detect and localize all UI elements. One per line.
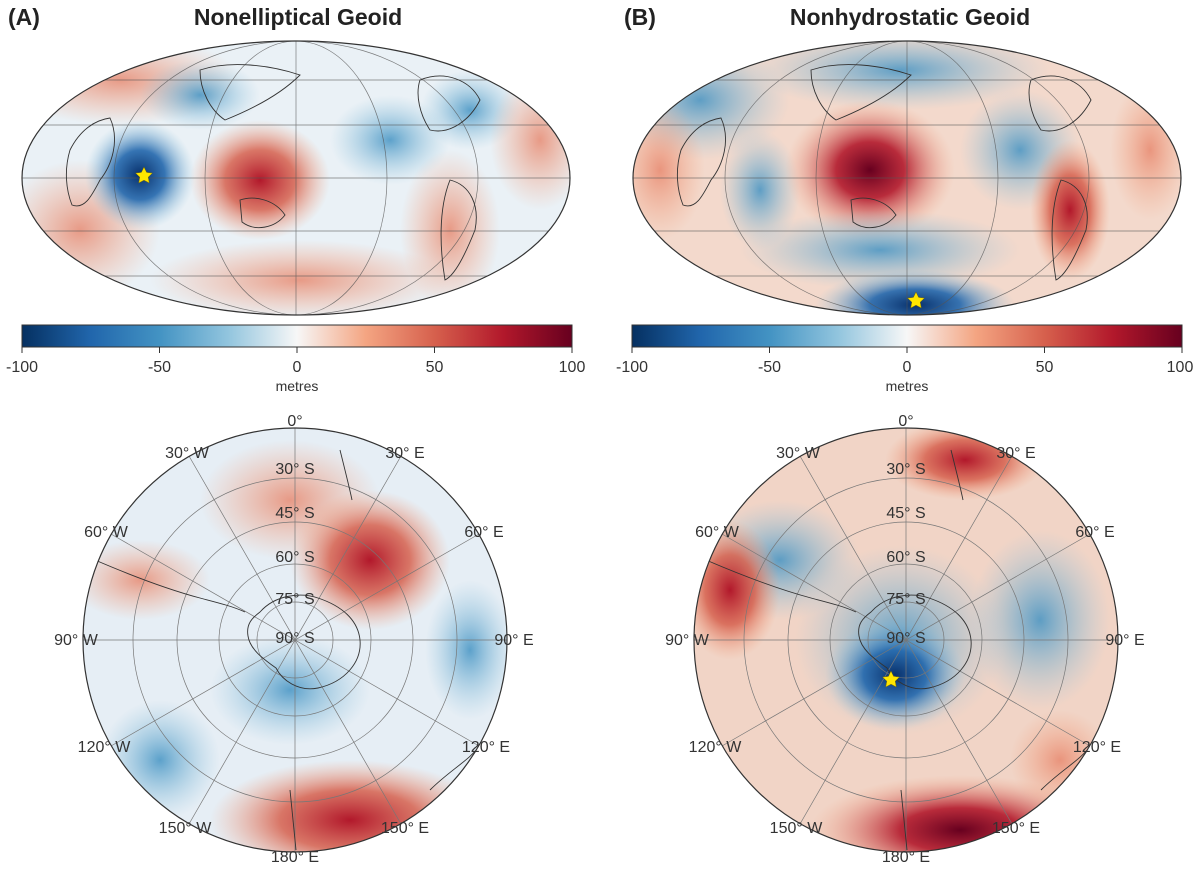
colorbar-b-tick-min: -100: [616, 359, 648, 376]
map-a-polar-outline: [82, 427, 508, 853]
meridian-label: 90° E: [494, 632, 533, 649]
meridian-label: 120° W: [78, 739, 132, 756]
map-b-meridian-labels: 0° 30° E 60° E 90° E 120° E 150° E 180° …: [665, 413, 1145, 866]
meridian-label: 120° E: [462, 739, 510, 756]
meridian-label: 90° E: [1105, 632, 1144, 649]
meridian-label: 150° W: [770, 820, 824, 837]
map-b-parallel-labels: 30° S 45° S 60° S 75° S 90° S: [886, 461, 925, 647]
map-b-global: [632, 40, 1182, 316]
map-b-polar-outline: [693, 427, 1119, 853]
meridian-label: 90° W: [54, 632, 99, 649]
meridian-label: 150° W: [159, 820, 213, 837]
parallel-label: 45° S: [886, 505, 925, 522]
colorbar-b-tick: 0: [903, 359, 912, 376]
meridian-label: 120° E: [1073, 739, 1121, 756]
panel-title-b: Nonhydrostatic Geoid: [789, 4, 1031, 30]
parallel-label: 30° S: [886, 461, 925, 478]
meridian-label: 180° E: [271, 849, 319, 866]
parallel-label: 90° S: [886, 630, 925, 647]
parallel-label: 45° S: [275, 505, 314, 522]
colorbar-b-tick-max: 100: [1167, 359, 1194, 376]
colorbar-a-tick: 0: [293, 359, 302, 376]
map-a-meridian-labels: 0° 30° E 60° E 90° E 120° E 150° E 180° …: [54, 413, 534, 866]
parallel-label: 30° S: [275, 461, 314, 478]
map-a-parallel-labels: 30° S 45° S 60° S 75° S 90° S: [275, 461, 314, 647]
parallel-label: 75° S: [275, 591, 314, 608]
meridian-label: 60° W: [84, 524, 129, 541]
meridian-label: 120° W: [689, 739, 743, 756]
meridian-label: 30° E: [996, 445, 1035, 462]
colorbar-a: -100 -50 0 50 100 metres: [6, 324, 586, 394]
meridian-label: 60° W: [695, 524, 740, 541]
meridian-label: 90° W: [665, 632, 710, 649]
meridian-label: 30° W: [165, 445, 210, 462]
colorbar-b-tick: 50: [1036, 359, 1054, 376]
meridian-label: 30° W: [776, 445, 821, 462]
colorbar-a-tick: 50: [426, 359, 444, 376]
meridian-label: 150° E: [992, 820, 1040, 837]
meridian-label: 30° E: [385, 445, 424, 462]
star-marker-b: [906, 291, 926, 309]
colorbar-a-tick-max: 100: [559, 359, 586, 376]
colorbar-b-unit: metres: [886, 378, 929, 394]
parallel-label: 60° S: [275, 549, 314, 566]
meridian-label: 0°: [898, 413, 913, 430]
map-a-polar: 0° 30° E 60° E 90° E 120° E 150° E 180° …: [54, 413, 534, 866]
star-marker-a: [134, 166, 154, 184]
parallel-label: 90° S: [275, 630, 314, 647]
star-marker-b-polar: [881, 670, 901, 688]
panel-title-a: Nonelliptical Geoid: [193, 4, 403, 30]
meridian-label: 180° E: [882, 849, 930, 866]
meridian-label: 60° E: [1075, 524, 1114, 541]
meridian-label: 150° E: [381, 820, 429, 837]
map-b-polar: 0° 30° E 60° E 90° E 120° E 150° E 180° …: [665, 413, 1145, 866]
colorbar-a-unit: metres: [276, 378, 319, 394]
parallel-label: 60° S: [886, 549, 925, 566]
meridian-label: 0°: [287, 413, 302, 430]
colorbar-a-tick-min: -100: [6, 359, 38, 376]
parallel-label: 75° S: [886, 591, 925, 608]
colorbar-a-tick: -50: [148, 359, 171, 376]
map-b-outline: [632, 40, 1182, 316]
meridian-label: 60° E: [464, 524, 503, 541]
panel-letter-b: (B): [624, 4, 656, 30]
map-a-global: [21, 40, 571, 316]
panel-letter-a: (A): [8, 4, 40, 30]
colorbar-b-tick: -50: [758, 359, 781, 376]
map-a-outline: [21, 40, 571, 316]
colorbar-b: -100 -50 0 50 100 metres: [616, 324, 1194, 394]
